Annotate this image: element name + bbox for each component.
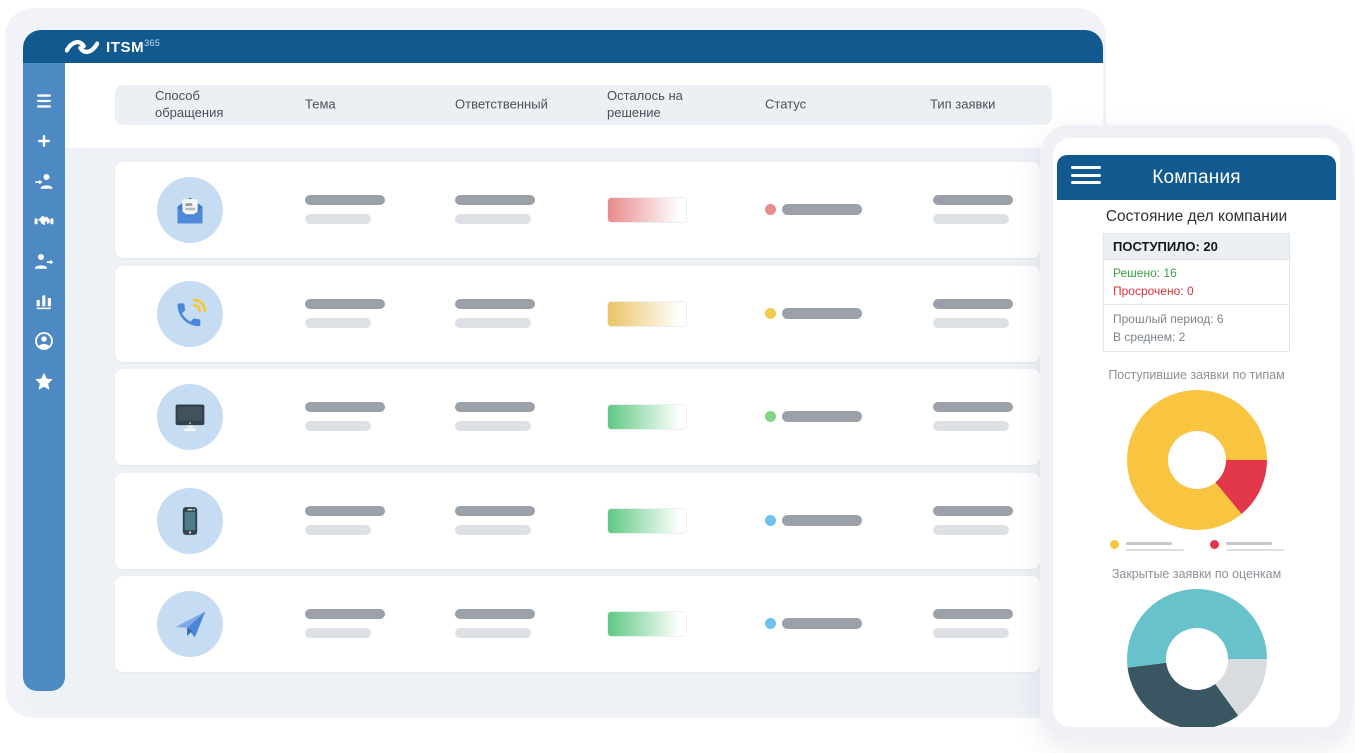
channel-icon-circle: [157, 488, 223, 554]
status-placeholder: [782, 411, 862, 422]
legend-item: [1209, 540, 1284, 551]
legend-label-placeholder: [1225, 540, 1284, 551]
stat-received: ПОСТУПИЛО: 20: [1103, 233, 1290, 260]
time-left-bar: [607, 197, 687, 223]
column-header: Ответственный: [455, 96, 548, 112]
logo-text: ITSM365: [106, 37, 161, 56]
subject-placeholder: [305, 402, 385, 431]
app-header-bar: ITSM365: [23, 30, 1103, 63]
sidebar-nav: [23, 63, 65, 691]
subject-placeholder: [305, 299, 385, 328]
paper-plane-icon: [167, 601, 213, 647]
desktop-app-window: ITSM365 Способ обращения Тема Ответственны…: [23, 30, 1103, 715]
app-logo: ITSM365: [65, 37, 160, 57]
request-type-placeholder: [933, 402, 1013, 431]
table-body: [23, 30, 1103, 715]
legend-dot: [1209, 540, 1219, 549]
mobile-app-screen: Компания Состояние дел компании ПОСТУПИЛ…: [1053, 138, 1340, 727]
channel-icon-circle: [157, 384, 223, 450]
subject-placeholder: [305, 609, 385, 638]
time-left-bar: [607, 611, 687, 637]
time-left-bar: [607, 301, 687, 327]
request-row[interactable]: [115, 266, 1040, 362]
monitor-icon: [167, 394, 213, 440]
stat-period: Прошлый период: 6 В среднем: 2: [1103, 305, 1290, 352]
request-row[interactable]: [115, 369, 1040, 465]
company-state-heading: Состояние дел компании: [1105, 208, 1288, 225]
legend-dot: [1109, 540, 1119, 549]
request-type-placeholder: [933, 299, 1013, 328]
channel-icon-circle: [157, 177, 223, 243]
stat-overdue: Просрочено: 0: [1113, 284, 1194, 298]
chart-closed-by-rating: Закрытые заявки по оценкам: [1053, 567, 1340, 727]
phone-icon: [167, 291, 213, 337]
assignee-placeholder: [455, 506, 535, 535]
column-header: Тип заявки: [930, 96, 996, 112]
legend-item: [1109, 540, 1184, 551]
logo-sup: 365: [144, 37, 161, 48]
donut-hole: [1165, 628, 1228, 690]
status-placeholder: [782, 515, 862, 526]
mail-open-icon: [167, 187, 213, 233]
chart-title: Поступившие заявки по типам: [1108, 368, 1285, 382]
menu-icon[interactable]: [1071, 166, 1103, 188]
mobile-header-bar: Компания: [1057, 155, 1336, 200]
status-placeholder: [782, 204, 862, 215]
assignee-placeholder: [455, 195, 535, 224]
column-header: Способ обращения: [155, 88, 224, 120]
status-placeholder: [782, 308, 862, 319]
status-dot: [765, 515, 776, 526]
assignee-placeholder: [455, 609, 535, 638]
column-header: Тема: [305, 96, 336, 112]
subject-placeholder: [305, 195, 385, 224]
status-dot: [765, 411, 776, 422]
subject-placeholder: [305, 506, 385, 535]
request-row[interactable]: [115, 162, 1040, 258]
channel-icon-circle: [157, 591, 223, 657]
request-row[interactable]: [115, 576, 1040, 672]
request-type-placeholder: [933, 506, 1013, 535]
donut-hole: [1167, 431, 1226, 489]
column-header: Осталось на решение: [607, 88, 683, 120]
company-stats-card: ПОСТУПИЛО: 20 Решено: 16 Просрочено: 0 П…: [1103, 233, 1290, 352]
chart-legend: [1053, 540, 1340, 551]
stat-past-period: Прошлый период: 6: [1113, 312, 1224, 326]
time-left-bar: [607, 508, 687, 534]
status-dot: [765, 618, 776, 629]
request-row[interactable]: [115, 473, 1040, 569]
status-dot: [765, 204, 776, 215]
request-type-placeholder: [933, 195, 1013, 224]
table-header-row: Способ обращения Тема Ответственный Осталос…: [115, 85, 1052, 125]
column-header: Статус: [765, 96, 807, 112]
stat-solved-overdue: Решено: 16 Просрочено: 0: [1103, 260, 1290, 305]
donut-chart: [1126, 589, 1267, 727]
legend-label-placeholder: [1125, 540, 1184, 551]
mobile-page-title: Компания: [1152, 166, 1241, 188]
assignee-placeholder: [455, 299, 535, 328]
request-type-placeholder: [933, 609, 1013, 638]
donut-chart: [1126, 390, 1267, 530]
stat-solved: Решено: 16: [1113, 266, 1177, 280]
status-placeholder: [782, 618, 862, 629]
time-left-bar: [607, 404, 687, 430]
channel-icon-circle: [157, 281, 223, 347]
stat-average: В среднем: 2: [1113, 330, 1186, 344]
chart-incoming-by-type: Поступившие заявки по типам: [1053, 368, 1340, 551]
status-dot: [765, 308, 776, 319]
smartphone-icon: [167, 498, 213, 544]
chart-title: Закрытые заявки по оценкам: [1111, 567, 1282, 581]
phone-frame: Компания Состояние дел компании ПОСТУПИЛ…: [1040, 125, 1353, 740]
assignee-placeholder: [455, 402, 535, 431]
